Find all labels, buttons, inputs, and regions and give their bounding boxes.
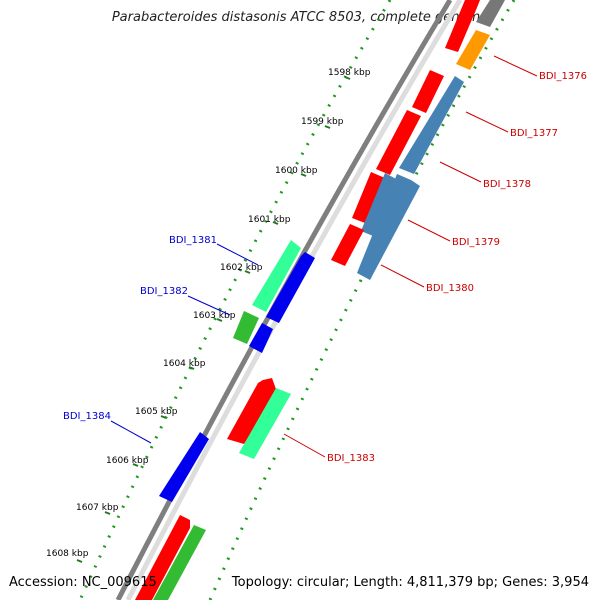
label-leader-lines — [110, 55, 538, 458]
gene-arrow — [352, 172, 385, 223]
genome-title: Parabacteroides distasonis ATCC 8503, co… — [111, 10, 489, 25]
kbp-label: 1598 kbp — [328, 68, 371, 78]
leader-line — [216, 243, 259, 266]
kbp-label: 1607 kbp — [76, 503, 119, 513]
kbp-tick — [76, 559, 83, 563]
genome-backbone-highlight — [125, 0, 463, 600]
gene-label: BDI_1380 — [426, 283, 474, 294]
leader-line — [493, 55, 538, 77]
leader-line — [439, 161, 482, 183]
kbp-tick — [188, 366, 195, 370]
kbp-label: 1605 kbp — [135, 407, 178, 417]
kbp-label: 1601 kbp — [248, 215, 291, 225]
gene-arrow — [357, 174, 420, 280]
gene-arrow — [361, 173, 398, 236]
leader-line — [465, 111, 509, 133]
gene-label: BDI_1379 — [452, 237, 500, 248]
kbp-tick — [104, 511, 111, 515]
kbp-label: 1599 kbp — [301, 117, 344, 127]
kbp-tick — [244, 270, 251, 274]
leader-line — [380, 264, 425, 288]
accession-text: Accession: NC_009615 — [9, 575, 157, 590]
gene-arrow — [159, 432, 209, 502]
gene-arrow — [331, 224, 364, 266]
gene-label: BDI_1381 — [169, 235, 217, 246]
gene-label: BDI_1383 — [327, 453, 375, 464]
leader-line — [407, 219, 451, 242]
forward-strand-genes — [135, 0, 505, 600]
kbp-tick — [272, 221, 279, 225]
gene-arrow — [153, 525, 206, 600]
inner-dotted-track — [78, 0, 392, 600]
kbp-label: 1608 kbp — [46, 549, 89, 559]
kbp-tick — [216, 318, 223, 322]
gene-arrow — [227, 378, 277, 444]
leader-line — [110, 420, 152, 444]
topology-text: Topology: circular; Length: 4,811,379 bp… — [231, 575, 589, 590]
leader-line — [187, 295, 231, 316]
gene-label: BDI_1382 — [140, 286, 188, 297]
leader-line — [283, 433, 326, 458]
kbp-tick — [160, 415, 167, 419]
kbp-label: 1603 kbp — [193, 311, 236, 321]
gene-arrow — [249, 323, 273, 353]
gene-label: BDI_1378 — [483, 179, 531, 190]
gene-arrow — [233, 311, 259, 344]
reverse-strand-genes — [159, 240, 315, 502]
kbp-tick — [300, 173, 307, 177]
gene-label: BDI_1377 — [510, 128, 558, 139]
gene-arrow — [412, 70, 444, 113]
kbp-label: 1606 kbp — [106, 456, 149, 466]
kbp-label: 1600 kbp — [275, 166, 318, 176]
gene-arrow — [376, 110, 421, 175]
outer-dotted-track — [208, 0, 516, 600]
gene-arrow — [399, 76, 464, 174]
gene-arrow — [445, 0, 480, 52]
kbp-label: 1604 kbp — [163, 359, 206, 369]
gene-label: BDI_1384 — [63, 411, 111, 422]
gene-arrow — [266, 252, 315, 323]
gene-arrow — [135, 515, 190, 600]
kbp-ticks — [76, 76, 351, 563]
gene-arrow — [476, 0, 505, 27]
kbp-tick — [132, 463, 139, 467]
gene-arrow — [239, 388, 291, 459]
kbp-label: 1602 kbp — [220, 263, 263, 273]
gene-arrow — [456, 30, 490, 70]
kbp-tick — [344, 76, 351, 80]
gene-arrow — [252, 240, 301, 312]
kbp-tick — [324, 125, 331, 129]
gene-label: BDI_1376 — [539, 71, 587, 82]
